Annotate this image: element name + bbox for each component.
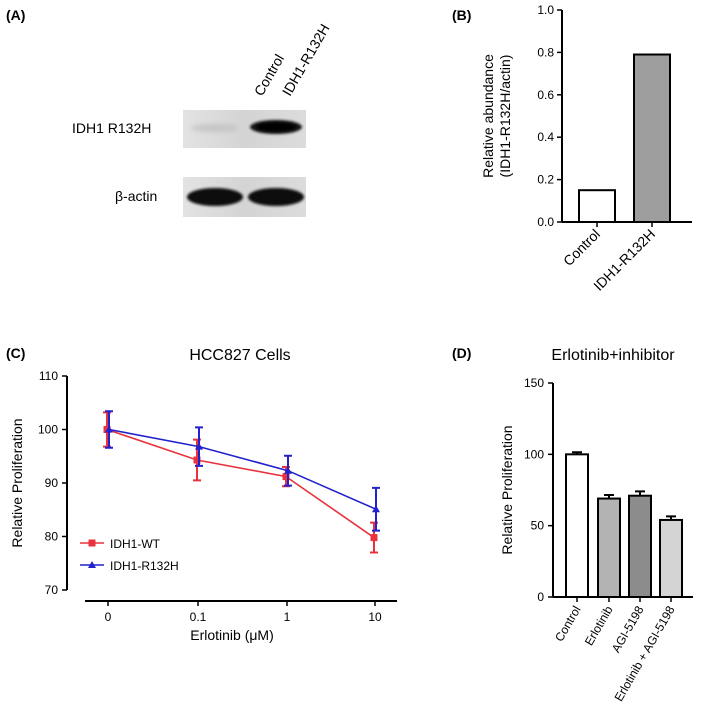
- d-y-tick-label: 100: [524, 447, 544, 461]
- b-y-tick-label: 0.0: [537, 215, 554, 229]
- c-y-tick-label: 90: [45, 476, 59, 490]
- d-title: Erlotinib+inhibitor: [551, 347, 675, 364]
- b-y-tick-label: 0.8: [537, 45, 554, 59]
- b-y-axis-label: Relative abundance(IDH1-R132H/actin): [480, 54, 513, 178]
- b-y-axis-label-line: (IDH1-R132H/actin): [497, 55, 513, 178]
- c-legend-marker: [88, 539, 96, 547]
- d-x-tick-label: Control: [552, 604, 583, 645]
- d-y-tick-label: 50: [531, 519, 545, 533]
- panel-b-letter: (B): [452, 7, 471, 23]
- c-x-tick-label: 1: [284, 610, 291, 624]
- panel-a-letter: (A): [6, 7, 25, 23]
- d-bar: [565, 453, 589, 599]
- c-y-tick-label: 80: [45, 530, 59, 544]
- band-control-actin: [187, 188, 243, 206]
- panel-d-letter: (D): [452, 345, 471, 361]
- row-label-beta-actin: β-actin: [115, 188, 157, 204]
- c-point-triangle: [372, 505, 380, 513]
- c-x-tick-label: 10: [368, 610, 382, 624]
- d-y-axis-label: Relative Proliferation: [499, 425, 515, 554]
- b-y-tick-label: 0.2: [537, 173, 554, 187]
- c-series-line: [108, 428, 377, 510]
- d-x-tick-label: Erlotinib: [582, 603, 616, 648]
- chart-d: Erlotinib+inhibitor 0 50 100 150 Relative Pro…: [499, 347, 693, 704]
- c-y-tick-label: 100: [38, 423, 58, 437]
- b-bar: [578, 189, 616, 223]
- c-y-tick-label: 70: [45, 583, 59, 597]
- c-point-square: [193, 456, 201, 464]
- b-y-tick-label: 0.6: [537, 88, 554, 102]
- c-series-line: [106, 428, 375, 539]
- c-point-triangle: [195, 442, 203, 450]
- c-point-square: [370, 534, 378, 542]
- b-y-axis-label-line: Relative abundance: [480, 54, 496, 178]
- c-point-triangle: [284, 466, 292, 474]
- c-x-tick-label: 0.1: [190, 610, 207, 624]
- chart-b: 0.00.20.40.60.81.0ControlIDH1-R132HRelat…: [480, 3, 692, 294]
- b-bar: [633, 53, 671, 223]
- blot-beta-actin: [183, 177, 306, 217]
- c-x-axis-label: Erlotinib (μM): [190, 627, 274, 643]
- b-y-tick-label: 0.4: [537, 130, 554, 144]
- c-legend-label: IDH1-R132H: [110, 559, 179, 573]
- d-bar: [597, 497, 621, 598]
- c-y-axis-label: Relative Proliferation: [9, 418, 25, 547]
- c-point-triangle: [105, 425, 113, 433]
- b-y-tick-label: 1.0: [537, 3, 554, 17]
- c-x-tick-label: 0: [105, 610, 112, 624]
- c-point-square: [282, 473, 290, 481]
- d-y-tick-label: 150: [524, 376, 544, 390]
- c-legend-marker: [88, 561, 96, 568]
- d-y-tick-label: 0: [537, 590, 544, 604]
- band-mutant-actin: [248, 188, 304, 206]
- b-x-tick-label: Control: [560, 226, 603, 269]
- c-legend-label: IDH1-WT: [110, 537, 161, 551]
- c-title: HCC827 Cells: [189, 347, 290, 364]
- c-y-tick-label: 110: [39, 369, 58, 383]
- band-control-idh1: [191, 124, 239, 132]
- panel-c-letter: (C): [6, 345, 25, 361]
- row-label-idh1-r132h: IDH1 R132H: [72, 120, 151, 136]
- d-bar: [628, 494, 652, 598]
- d-bar: [659, 518, 683, 599]
- blot-idh1-r132h: [183, 110, 306, 148]
